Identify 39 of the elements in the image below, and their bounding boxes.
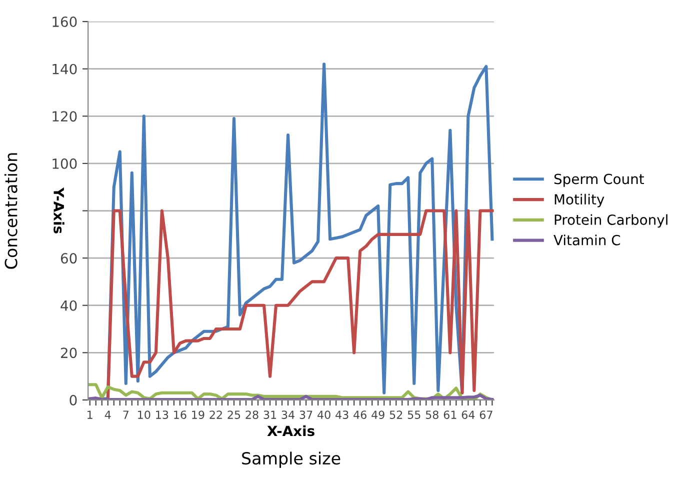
legend-label: Vitamin C <box>554 234 620 246</box>
x-tick-label: 31 <box>264 410 276 419</box>
x-tick-label: 13 <box>156 410 168 419</box>
y-tick-label: 140 <box>52 64 77 74</box>
x-tick-label: 61 <box>444 410 456 419</box>
y-tick-label: 40 <box>60 300 77 311</box>
x-tick-label: 22 <box>210 410 222 419</box>
x-tick-label: 55 <box>408 410 420 419</box>
y-axis-title: Concentration <box>4 153 18 269</box>
y-tick-label: 0 <box>70 394 77 406</box>
x-tick-label: 40 <box>318 410 330 419</box>
x-tick-label: 43 <box>336 410 348 419</box>
x-tick-label: 49 <box>372 410 384 419</box>
y-tick-label: 60 <box>60 253 77 264</box>
x-tick-label: 25 <box>228 410 240 419</box>
x-axis-title: Sample size <box>242 452 340 468</box>
x-tick-label: 19 <box>192 410 204 419</box>
x-tick-label: 34 <box>282 410 294 419</box>
y-tick-label: 120 <box>52 111 77 122</box>
y-tick-label: 100 <box>52 158 77 169</box>
x-tick-label: 52 <box>390 410 402 419</box>
x-tick-label: 4 <box>104 410 111 419</box>
x-tick-label: 7 <box>123 410 128 419</box>
y-tick-label: 20 <box>60 348 77 358</box>
x-tick-label: 16 <box>174 410 186 419</box>
legend-label: Protein Carbonyl <box>554 214 668 228</box>
x-tick-label: 10 <box>138 410 150 419</box>
x-tick-label: 46 <box>354 410 366 419</box>
text: X-Axis <box>267 425 314 436</box>
x-tick-label: 67 <box>480 410 492 419</box>
x-tick-label: 64 <box>462 410 475 419</box>
x-tick-label: 28 <box>246 410 258 419</box>
x-tick-label: 1 <box>88 410 92 419</box>
y-tick-label: 160 <box>52 16 77 28</box>
x-tick-label: 37 <box>300 410 312 419</box>
legend-label: Sperm Count <box>554 174 644 187</box>
legend-label: Motility <box>554 194 604 208</box>
text: Y-Axis <box>54 187 64 234</box>
x-tick-label: 58 <box>426 410 438 419</box>
